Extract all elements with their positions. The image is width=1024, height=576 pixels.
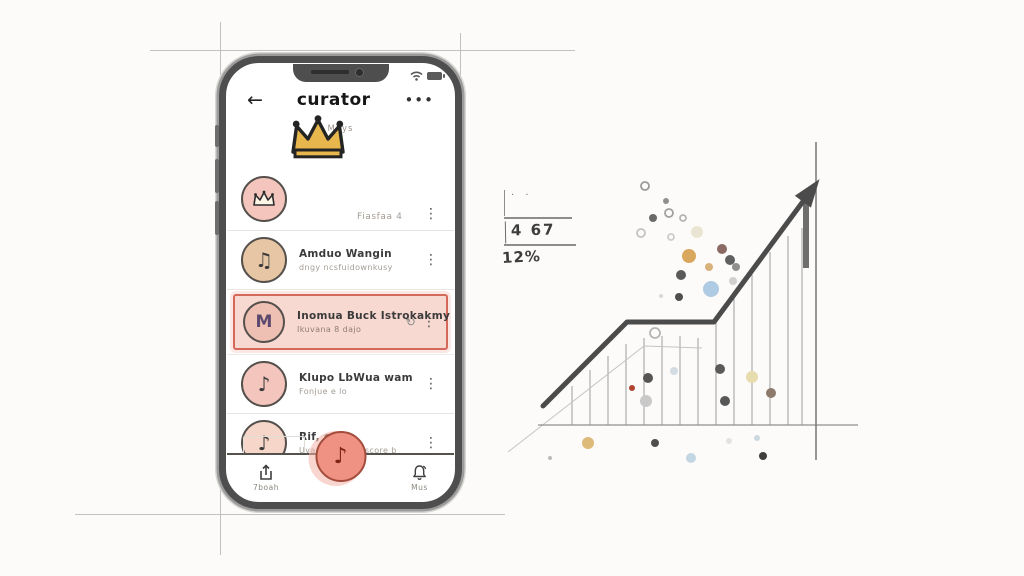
music-avatar: ♪ [241, 361, 287, 407]
annotation-underline [504, 244, 576, 246]
annotation-value: 4 67 [504, 220, 556, 244]
music-note-icon: ♪ [257, 431, 271, 455]
list-item[interactable]: ♫ Amduo Wangin dngy ncsfuidownkusy ⋮ [227, 231, 454, 290]
item-title: Inomua Buck Istrokakmy [297, 310, 451, 322]
crown-avatar [241, 176, 287, 222]
guide-line-right [460, 33, 461, 95]
avatar-letter: M [255, 312, 273, 332]
music-note-icon: ♫ [255, 248, 273, 272]
annotation-underline [504, 217, 572, 219]
nav-item-notifications[interactable]: Mus [411, 464, 428, 492]
bottom-nav: 7boah ♪ Mus [227, 431, 454, 501]
playlist-list: Fiasfaa 4 ⋮ ♫ Amduo Wangin dngy ncsfuido… [227, 115, 454, 473]
overflow-menu-icon[interactable]: ••• [404, 91, 434, 109]
nav-center-music-button[interactable]: ♪ [315, 431, 366, 482]
app-header: ← curator ••• [227, 90, 454, 110]
list-item-featured[interactable]: Fiasfaa 4 ⋮ [227, 115, 454, 231]
kebab-menu-icon[interactable]: ⋮ [424, 376, 438, 392]
big-crown-illustration [285, 112, 351, 168]
annotation-percent: 12% [501, 246, 542, 268]
share-icon [260, 464, 272, 480]
back-arrow-icon[interactable]: ← [247, 88, 263, 111]
volume-button [215, 159, 219, 193]
status-bar [410, 71, 445, 81]
camera-dot [354, 68, 364, 77]
nav-item-share[interactable]: 7boah [253, 464, 279, 492]
volume-button [215, 125, 219, 147]
crown-icon [253, 190, 275, 206]
list-item[interactable]: ♪ Klupo LbWua wam Fonjue e lo ⋮ [227, 354, 454, 414]
phone-screen: ← curator ••• Mays [227, 64, 454, 501]
label-avatar: M [243, 301, 285, 343]
list-item-highlighted-wrap: M Inomua Buck Istrokakmy Ikuvana 8 dajo … [227, 290, 454, 354]
volume-button [215, 201, 219, 235]
guide-line-bottom [75, 514, 505, 515]
item-subtitle: Fonjue e lo [299, 387, 348, 396]
guide-line-top [150, 50, 575, 51]
kebab-menu-icon[interactable]: ⋮ [424, 252, 438, 268]
kebab-menu-icon[interactable]: ⋮ [424, 435, 438, 451]
item-title: Amduo Wangin [299, 248, 392, 260]
music-avatar: ♫ [241, 237, 287, 283]
page-title: curator [296, 90, 371, 110]
battery-icon [427, 72, 445, 80]
wifi-icon [410, 71, 423, 81]
kebab-menu-icon[interactable]: ⋮ [424, 206, 438, 222]
sketch-marks: · · [504, 190, 575, 216]
nav-label: 7boah [253, 483, 279, 492]
bell-icon [413, 465, 427, 480]
item-subtitle: Ikuvana 8 dajo [297, 325, 362, 334]
music-note-icon: ♪ [257, 372, 271, 396]
nav-label: Mus [411, 483, 428, 492]
featured-meta: Fiasfaa 4 [357, 212, 403, 222]
item-title: Klupo LbWua wam [299, 372, 413, 384]
item-subtitle: dngy ncsfuidownkusy [299, 263, 393, 272]
phone-frame: ← curator ••• Mays [215, 56, 462, 509]
phone-notch [292, 64, 389, 82]
music-note-icon: ♪ [333, 444, 348, 469]
list-item-highlighted[interactable]: M Inomua Buck Istrokakmy Ikuvana 8 dajo … [233, 294, 451, 350]
kebab-menu-icon[interactable]: ⋮ [422, 314, 436, 330]
speaker-slot [310, 70, 349, 74]
